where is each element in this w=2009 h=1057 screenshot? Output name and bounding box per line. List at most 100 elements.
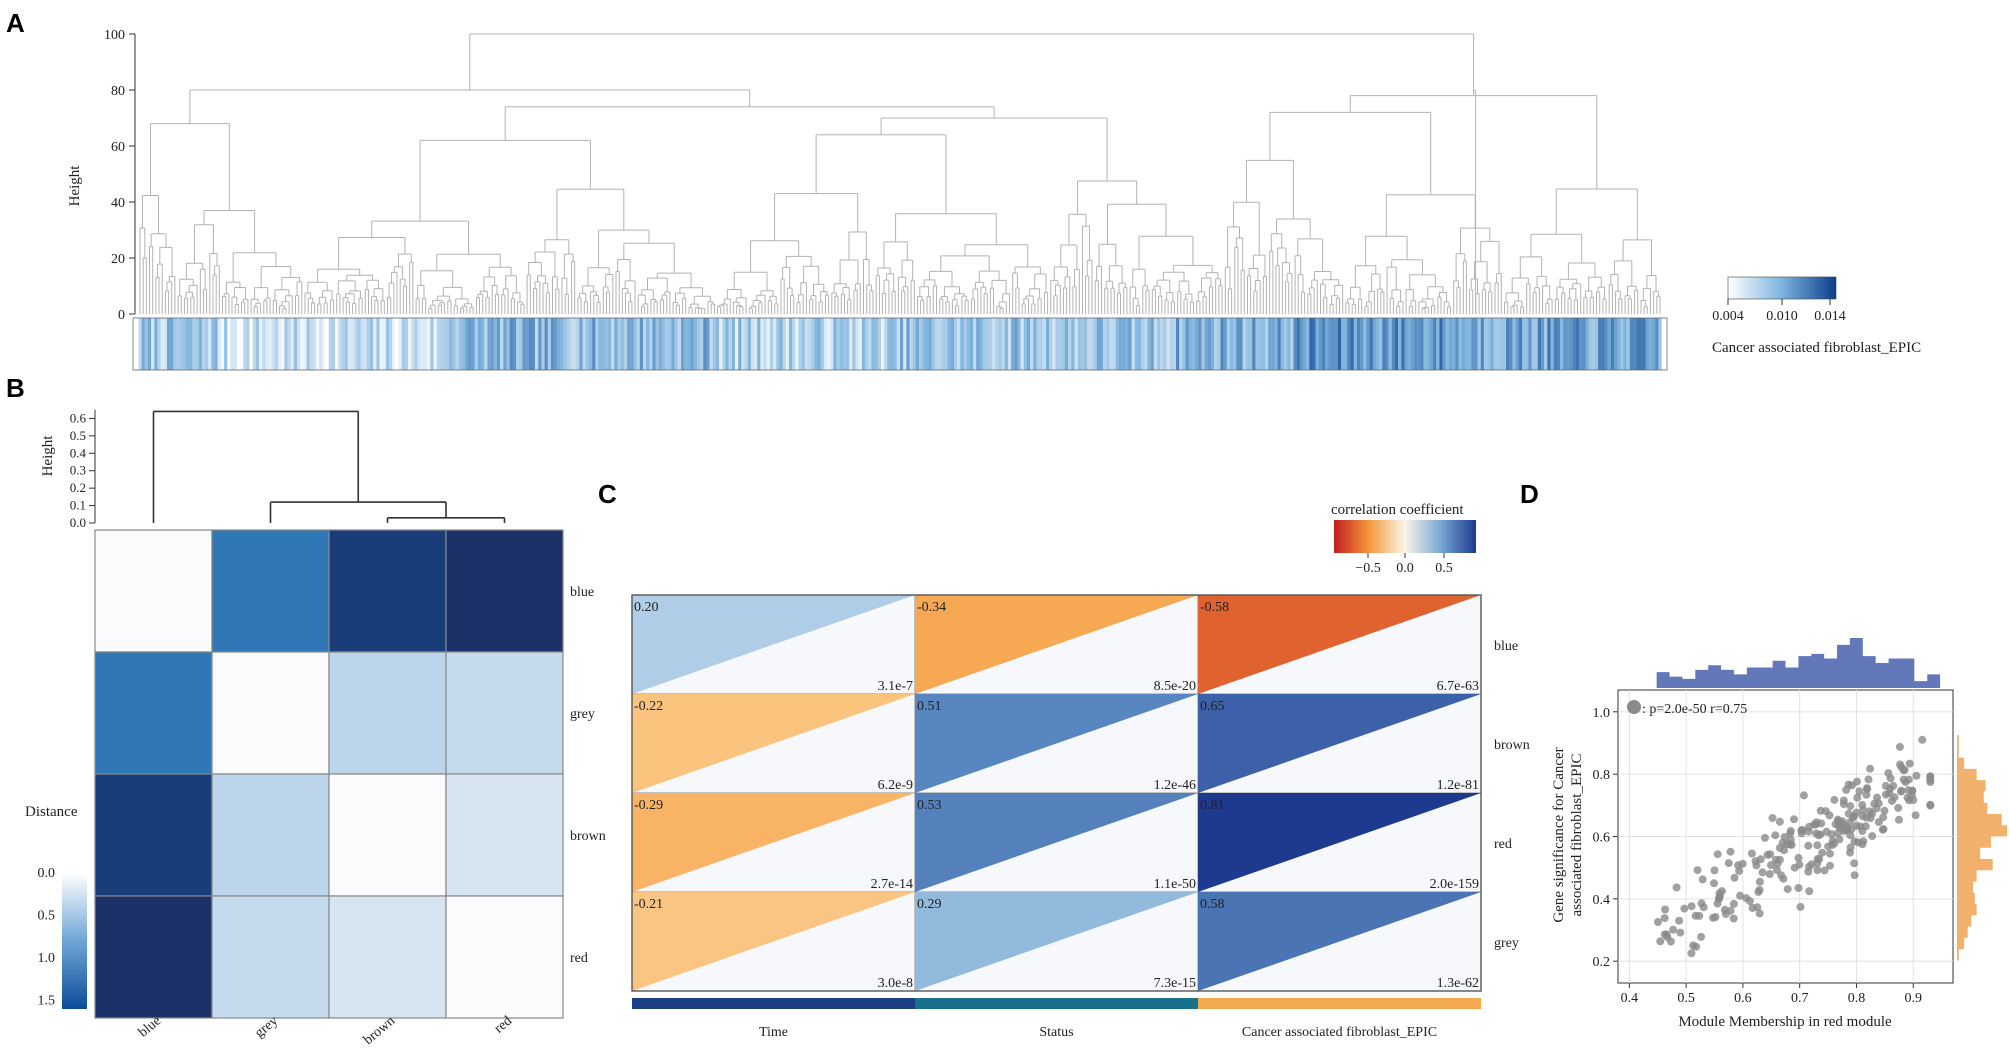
panel-a-bar-cell — [141, 318, 145, 370]
panel-b-cell-grey-red — [445, 651, 564, 775]
panel-a-bar-cell — [208, 318, 212, 370]
panel-a-bar-cell — [585, 318, 590, 370]
panel-d-point — [1753, 903, 1762, 912]
panel-a-bar-cell — [890, 318, 894, 370]
panel-a-bar-cell — [1080, 318, 1085, 370]
panel-a-color-bar — [132, 317, 1668, 371]
panel-a-bar-cell — [668, 318, 672, 370]
panel-a-bar-cell — [792, 318, 796, 370]
panel-b-dendro-branches — [152, 410, 506, 523]
panel-c-cell-blue-0-2 — [1198, 595, 1481, 694]
panel-a-bar-cell — [1575, 318, 1580, 370]
panel-a-bar-cell — [201, 318, 206, 370]
panel-a-bar-cell — [919, 318, 923, 370]
panel-a-bar-cell — [138, 318, 142, 370]
panel-d-point — [1783, 885, 1792, 894]
panel-a-bar-cell — [278, 318, 282, 370]
panel-d-point — [1839, 796, 1848, 805]
panel-d-y-tick-label: 0.6 — [1593, 831, 1611, 846]
panel-d-point — [1775, 855, 1784, 864]
panel-d-point — [1736, 891, 1745, 900]
panel-a-bar-cell — [1214, 318, 1218, 370]
panel-a-bar-cell — [1049, 318, 1053, 370]
panel-a-bar-cell — [1084, 318, 1088, 370]
panel-a-bar-cell — [1645, 318, 1650, 370]
panel-a-bar-cell — [1585, 318, 1589, 370]
panel-a-bar-cell — [608, 318, 612, 370]
panel-a-bar-cell — [436, 318, 440, 370]
panel-a-bar-cell — [144, 318, 149, 370]
panel-d-point — [1656, 937, 1665, 946]
panel-c-pvalue-label: 2.7e-14 — [871, 877, 913, 892]
panel-a-bar-cell — [827, 318, 831, 370]
panel-b-cell-blue-grey — [211, 529, 330, 653]
panel-a-bar-cell — [1109, 318, 1113, 370]
panel-b-cell-red-grey — [211, 895, 330, 1019]
panel-d-point — [1715, 892, 1724, 900]
panel-b-cell-blue-blue — [94, 529, 213, 653]
panel-d-point — [1884, 769, 1893, 778]
panel-a-bar-cell — [1182, 318, 1186, 370]
panel-d-point — [1881, 790, 1890, 799]
panel-a-bar-cell — [865, 318, 869, 370]
panel-a-bar-cell — [1328, 318, 1332, 370]
panel-d-point — [1870, 799, 1879, 808]
panel-a-bar-cell — [1385, 318, 1389, 370]
panel-d-point — [1899, 766, 1908, 775]
panel-a-bar-cell — [360, 318, 364, 370]
panel-b-dendro-tick-label: 0.5 — [70, 428, 86, 443]
panel-a-bar-cell — [1061, 318, 1066, 370]
panel-d-grid — [1618, 690, 1953, 983]
panel-a-bar-cell — [481, 318, 485, 370]
panel-a-bar-cell — [1245, 318, 1250, 370]
panel-c-cell-blue-0-1 — [915, 595, 1198, 694]
panel-a-bar-cell — [1169, 318, 1174, 370]
panel-a-bar-cell — [731, 318, 736, 370]
panel-d-point — [1830, 795, 1839, 804]
panel-a-bar-cell — [344, 318, 348, 370]
panel-d-point — [1676, 928, 1685, 937]
panel-d-point — [1879, 813, 1888, 822]
panel-a-bar-cell — [1226, 318, 1231, 370]
panel-a-bar-cell — [446, 318, 450, 370]
panel-a-bar-cell — [347, 318, 352, 370]
panel-d-point — [1886, 784, 1894, 793]
panel-c-correlation: correlation coefficient −0.5 0.0 0.5 0.20 3… — [631, 502, 1530, 1040]
panel-d-point — [1835, 835, 1844, 844]
panel-c-cell-red-2-2 — [1198, 793, 1481, 892]
panel-c-cell-red-2-1 — [915, 793, 1198, 892]
panel-d-ylabel-line1: Gene significance for Cancer — [1551, 747, 1567, 922]
panel-a-bar-cell — [1134, 318, 1139, 370]
panel-b-col-label: brown — [361, 1014, 398, 1048]
panel-c-legend-tick-label: −0.5 — [1355, 561, 1380, 576]
panel-b-cell-brown-red — [445, 773, 564, 897]
panel-a-bar-cell — [1217, 318, 1221, 370]
panel-a-bar-cell — [795, 318, 799, 370]
panel-c-cor-label: -0.22 — [634, 699, 663, 714]
panel-a-bar-cell — [195, 318, 199, 370]
panel-a-bar-cell — [1655, 318, 1659, 370]
panel-a-bar-cell — [370, 318, 374, 370]
panel-a-bar-cell — [1442, 318, 1446, 370]
panel-b-dendro-tick-label: 0.0 — [70, 515, 86, 530]
panel-d-point — [1842, 785, 1851, 794]
panel-a-bar-cell — [1004, 318, 1009, 370]
panel-b-dendro-tick-label: 0.4 — [70, 445, 87, 460]
panel-c-legend-tick-label: 0.5 — [1435, 561, 1453, 576]
panel-a-bar-cell — [1445, 318, 1450, 370]
panel-a-bar-cell — [487, 318, 491, 370]
panel-d-x-tick-label: 0.7 — [1791, 991, 1809, 1006]
panel-d-point — [1734, 861, 1743, 870]
panel-a-bar-cell — [1487, 318, 1491, 370]
panel-d-point — [1850, 859, 1859, 868]
panel-a-bar-cell — [1011, 318, 1015, 370]
panel-a-bar-cell — [1528, 318, 1532, 370]
panel-a-bar-cell — [601, 318, 605, 370]
panel-a-bar-cell — [1007, 318, 1012, 370]
panel-a-bar-cell — [1350, 318, 1354, 370]
panel-a-bar-cell — [496, 318, 501, 370]
panel-c-row-label: grey — [1494, 936, 1519, 951]
panel-c-legend-title: correlation coefficient — [1331, 502, 1464, 518]
panel-a-bar-cell — [1404, 318, 1408, 370]
panel-d-point — [1863, 785, 1871, 794]
